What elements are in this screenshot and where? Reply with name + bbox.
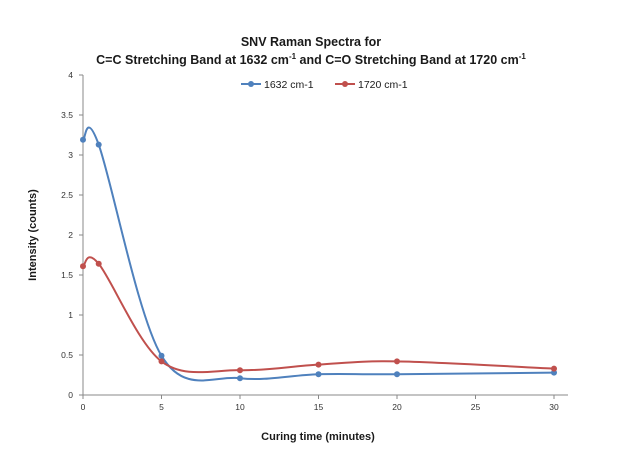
y-tick-label: 3 <box>68 150 73 160</box>
data-point <box>551 365 557 372</box>
series-line <box>82 256 555 374</box>
y-tick-label: 1.5 <box>61 270 73 280</box>
title-superscript-1: -1 <box>289 52 297 61</box>
y-tick-label: 2.5 <box>61 190 73 200</box>
data-point <box>315 361 322 368</box>
data-point <box>158 358 165 365</box>
data-point <box>394 358 400 365</box>
series-layer <box>80 126 557 382</box>
x-tick-label: 15 <box>314 402 324 412</box>
y-tick-label: 1 <box>68 310 73 320</box>
legend: 1632 cm-1 1720 cm-1 <box>241 79 408 91</box>
chart-title-line-1: SNV Raman Spectra for <box>241 35 381 49</box>
x-tick-label: 0 <box>81 402 86 412</box>
y-axis-ticks: 0 0.5 1 1.5 2 2.5 3 3.5 4 <box>61 70 83 400</box>
x-tick-label: 5 <box>159 402 164 412</box>
data-point <box>315 371 322 378</box>
y-tick-label: 2 <box>68 230 73 240</box>
title-part-2: and C=O Stretching Band at 1720 cm <box>296 53 519 67</box>
title-superscript-2: -1 <box>519 52 527 61</box>
x-tick-label: 20 <box>392 402 402 412</box>
chart-title-line-2: C=C Stretching Band at 1632 cm-1 and C=O… <box>96 52 526 67</box>
series-2 <box>80 256 557 374</box>
data-point <box>80 136 86 143</box>
series-line <box>82 126 555 382</box>
legend-item: 1632 cm-1 <box>241 79 314 91</box>
data-point <box>158 352 165 359</box>
x-axis-label: Curing time (minutes) <box>261 431 375 443</box>
data-point <box>95 141 102 148</box>
y-tick-label: 0.5 <box>61 350 73 360</box>
series-1 <box>80 126 557 382</box>
y-tick-label: 0 <box>68 390 73 400</box>
legend-label: 1720 cm-1 <box>358 79 408 91</box>
data-point <box>237 375 243 382</box>
y-axis-label: Intensity (counts) <box>27 189 39 281</box>
y-tick-label: 3.5 <box>61 110 73 120</box>
x-tick-label: 10 <box>235 402 245 412</box>
data-point <box>394 371 400 378</box>
x-axis-ticks: 0 5 10 15 20 25 30 <box>81 395 559 412</box>
data-point <box>237 367 243 374</box>
legend-marker <box>248 81 254 87</box>
x-tick-label: 25 <box>471 402 481 412</box>
legend-marker <box>342 81 348 87</box>
legend-label: 1632 cm-1 <box>264 79 314 91</box>
x-tick-label: 30 <box>549 402 559 412</box>
legend-item: 1720 cm-1 <box>335 79 408 91</box>
data-point <box>80 263 86 270</box>
title-part-1: C=C Stretching Band at 1632 cm <box>96 53 289 67</box>
y-tick-label: 4 <box>68 70 73 80</box>
data-point <box>95 260 102 267</box>
